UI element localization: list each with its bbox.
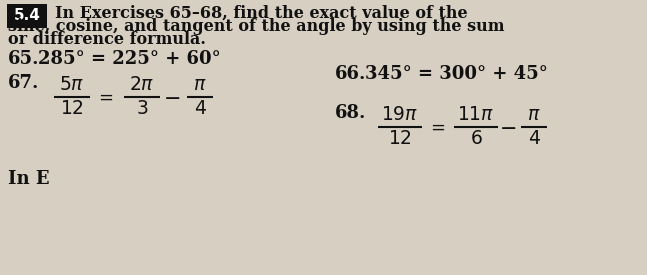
Text: $-$: $-$	[499, 117, 516, 137]
Text: $6$: $6$	[470, 130, 483, 148]
Text: $\pi$: $\pi$	[193, 76, 207, 94]
Text: 68.: 68.	[335, 104, 366, 122]
Text: 5.4: 5.4	[14, 9, 40, 23]
Text: $3$: $3$	[136, 100, 148, 118]
Text: 285° = 225° + 60°: 285° = 225° + 60°	[38, 50, 221, 68]
Text: $19\pi$: $19\pi$	[381, 106, 419, 124]
Text: or difference formula.: or difference formula.	[8, 31, 206, 48]
Text: $11\pi$: $11\pi$	[457, 106, 495, 124]
Text: 66.: 66.	[335, 65, 366, 83]
Text: $12$: $12$	[60, 100, 84, 118]
Text: $2\pi$: $2\pi$	[129, 76, 155, 94]
Text: 67.: 67.	[8, 74, 39, 92]
Text: 65.: 65.	[8, 50, 39, 68]
Text: $=$: $=$	[426, 118, 445, 136]
Text: In E: In E	[8, 170, 50, 188]
Text: $12$: $12$	[388, 130, 412, 148]
Text: $-$: $-$	[164, 87, 181, 107]
Text: $\pi$: $\pi$	[527, 106, 541, 124]
FancyBboxPatch shape	[7, 4, 47, 28]
Text: $4$: $4$	[193, 100, 206, 118]
Text: $5\pi$: $5\pi$	[60, 76, 85, 94]
Text: $=$: $=$	[94, 88, 113, 106]
Text: In Exercises 65–68, find the exact value of the: In Exercises 65–68, find the exact value…	[55, 5, 468, 22]
Text: 345° = 300° + 45°: 345° = 300° + 45°	[365, 65, 548, 83]
Text: $4$: $4$	[527, 130, 540, 148]
Text: sine, cosine, and tangent of the angle by using the sum: sine, cosine, and tangent of the angle b…	[8, 18, 505, 35]
